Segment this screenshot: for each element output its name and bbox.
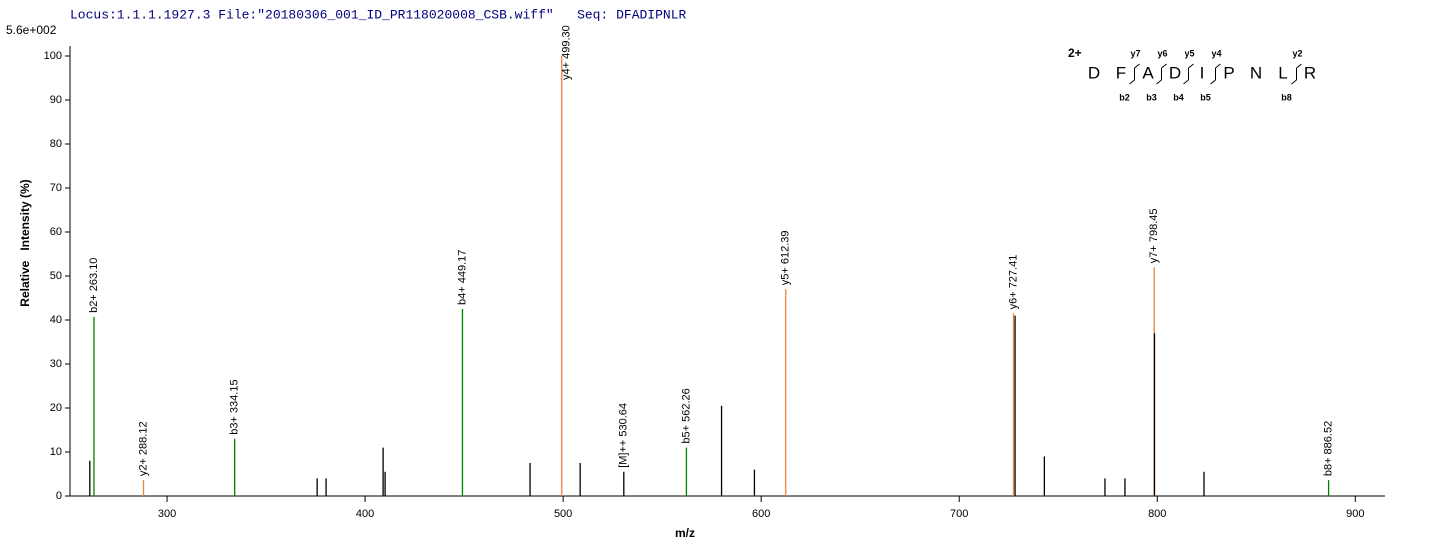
y-tick-label: 50	[50, 270, 62, 282]
peak-label: y7+ 798.45	[1148, 208, 1160, 263]
y-tick-label: 30	[50, 358, 62, 370]
x-axis-label: m/z	[675, 526, 695, 540]
b-ion: b3	[1146, 92, 1157, 102]
y-ion: y5	[1184, 48, 1194, 58]
peak-label: b8+ 886.52	[1323, 421, 1335, 476]
y-tick-label: 40	[50, 314, 62, 326]
y-ion: y7	[1130, 48, 1140, 58]
y-ion: y2	[1292, 48, 1302, 58]
residue: N	[1250, 63, 1262, 82]
y-tick-label: 0	[56, 490, 62, 502]
residue: A	[1142, 63, 1154, 82]
header: Locus:1.1.1.1927.3 File:"20180306_001_ID…	[70, 7, 686, 22]
residue: D	[1088, 63, 1100, 82]
cleavage-mark	[1129, 63, 1140, 85]
b-ion: b8	[1281, 92, 1292, 102]
y-tick-label: 10	[50, 446, 62, 458]
y-tick-label: 20	[50, 402, 62, 414]
charge-state: 2+	[1068, 46, 1082, 60]
y-tick-label: 60	[50, 226, 62, 238]
b-ion: b5	[1200, 92, 1211, 102]
peak-label: b4+ 449.17	[456, 250, 468, 305]
y-tick-label: 90	[50, 94, 62, 106]
cleavage-mark	[1291, 63, 1302, 85]
peak-label: y6+ 727.41	[1007, 255, 1019, 310]
y-tick-label: 70	[50, 182, 62, 194]
peak-label: y2+ 288.12	[137, 421, 149, 476]
peak-label: b3+ 334.15	[229, 379, 241, 434]
x-tick-label: 300	[158, 508, 176, 520]
residue: I	[1200, 63, 1205, 82]
residue: R	[1304, 63, 1316, 82]
cleavage-mark	[1183, 63, 1194, 85]
peak-label: [M]++ 530.64	[618, 403, 630, 468]
x-tick-label: 600	[752, 508, 770, 520]
cleavage-mark	[1210, 63, 1221, 85]
peak-label: y5+ 612.39	[780, 230, 792, 285]
residue: P	[1223, 63, 1234, 82]
y-tick-label: 100	[44, 50, 62, 62]
x-tick-label: 500	[554, 508, 572, 520]
max-intensity: 5.6e+002	[6, 23, 57, 37]
x-tick-label: 700	[950, 508, 968, 520]
b-ion: b2	[1119, 92, 1130, 102]
y-ion: y4	[1211, 48, 1221, 58]
y-axis-label: Relative Intensity (%)	[18, 179, 32, 306]
y-tick-label: 80	[50, 138, 62, 150]
residue: F	[1116, 63, 1126, 82]
peak-label: b5+ 562.26	[680, 388, 692, 443]
x-tick-label: 900	[1346, 508, 1364, 520]
x-tick-label: 400	[356, 508, 374, 520]
residue: D	[1169, 63, 1181, 82]
peak-label: y4+ 499.30	[561, 25, 573, 80]
cleavage-mark	[1156, 63, 1167, 85]
x-tick-label: 800	[1148, 508, 1166, 520]
residue: L	[1278, 63, 1287, 82]
b-ion: b4	[1173, 92, 1184, 102]
peak-label: b2+ 263.10	[88, 258, 100, 313]
y-ion: y6	[1157, 48, 1167, 58]
